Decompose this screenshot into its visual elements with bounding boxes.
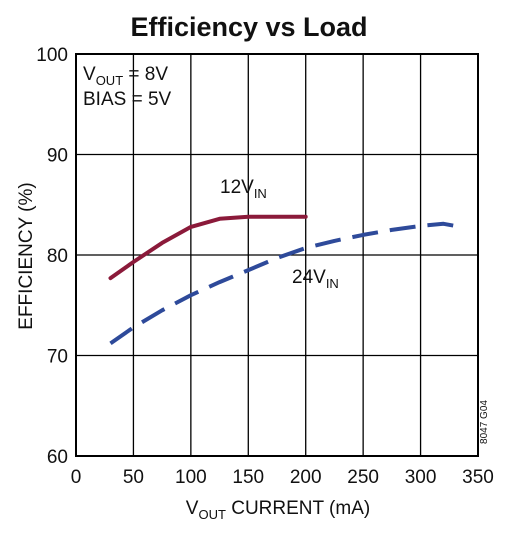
y-tick-label: 60 [47, 447, 68, 468]
series-line-0 [108, 214, 308, 281]
x-tick-label: 150 [232, 467, 264, 488]
y-tick-label: 90 [47, 146, 68, 167]
x-axis-label: VOUT CURRENT (mA) [186, 498, 370, 522]
chart-title: Efficiency vs Load [130, 12, 367, 42]
y-tick-label: 80 [47, 246, 68, 267]
series-line-1 [109, 221, 456, 346]
tick-labels: 0 50 100 150 200 250 300 350 60 70 80 90 100 [36, 45, 494, 488]
series-group [108, 214, 456, 346]
x-tick-label: 300 [405, 467, 437, 488]
x-tick-label: 0 [71, 467, 82, 488]
figure-code: 8047 G04 [479, 400, 490, 444]
plot-grid [75, 53, 479, 457]
x-tick-label: 100 [175, 467, 207, 488]
annotation-bias: BIAS = 5V [83, 89, 172, 110]
series-label-24vin: 24VIN [292, 267, 339, 291]
x-tick-label: 50 [123, 467, 144, 488]
y-tick-label: 100 [36, 45, 68, 66]
x-tick-label: 350 [462, 467, 494, 488]
plot-frame [75, 53, 479, 457]
annotation-vout: VOUT = 8V [83, 64, 168, 88]
y-axis-label: EFFICIENCY (%) [16, 182, 37, 329]
x-tick-label: 200 [290, 467, 322, 488]
y-tick-label: 70 [47, 347, 68, 368]
series-label-12vin: 12VIN [220, 177, 267, 201]
x-tick-label: 250 [347, 467, 379, 488]
